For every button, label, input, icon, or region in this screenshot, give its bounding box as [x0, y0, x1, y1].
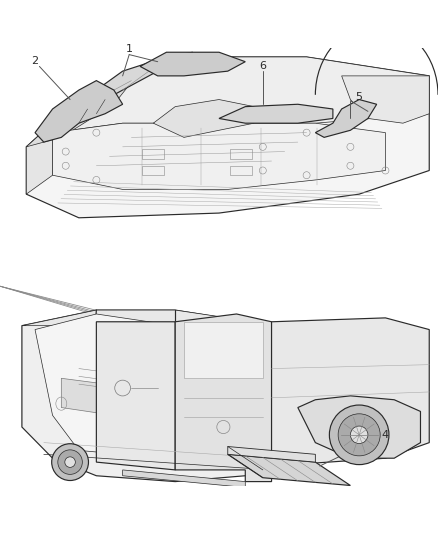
Polygon shape [0, 286, 438, 486]
Polygon shape [26, 57, 429, 218]
Polygon shape [123, 470, 245, 488]
Polygon shape [298, 396, 420, 458]
Polygon shape [0, 47, 438, 284]
Text: 6: 6 [259, 61, 266, 71]
Text: 1: 1 [126, 44, 133, 54]
Bar [142, 166, 164, 175]
Polygon shape [88, 52, 193, 100]
Polygon shape [140, 52, 245, 76]
Polygon shape [22, 310, 272, 326]
Polygon shape [228, 454, 350, 486]
Bar [142, 149, 164, 159]
Circle shape [338, 414, 380, 456]
Polygon shape [153, 100, 254, 138]
Polygon shape [26, 71, 140, 147]
Text: 4: 4 [382, 430, 389, 440]
Polygon shape [219, 104, 333, 123]
Polygon shape [35, 80, 123, 142]
Polygon shape [22, 310, 272, 482]
Text: 5: 5 [356, 92, 363, 102]
Circle shape [52, 443, 88, 481]
Polygon shape [53, 123, 385, 189]
Polygon shape [315, 100, 377, 138]
Polygon shape [272, 318, 429, 466]
Polygon shape [342, 76, 429, 123]
Circle shape [350, 426, 368, 443]
Bar [230, 149, 252, 159]
Text: 2: 2 [32, 55, 39, 66]
Circle shape [65, 457, 75, 467]
Polygon shape [96, 322, 175, 470]
Polygon shape [53, 57, 429, 133]
Bar [230, 166, 252, 175]
Circle shape [58, 450, 82, 474]
Polygon shape [35, 314, 175, 458]
Polygon shape [61, 378, 166, 423]
Polygon shape [228, 447, 315, 462]
Circle shape [329, 405, 389, 465]
Polygon shape [175, 314, 272, 482]
Polygon shape [26, 100, 79, 194]
Polygon shape [184, 322, 263, 378]
